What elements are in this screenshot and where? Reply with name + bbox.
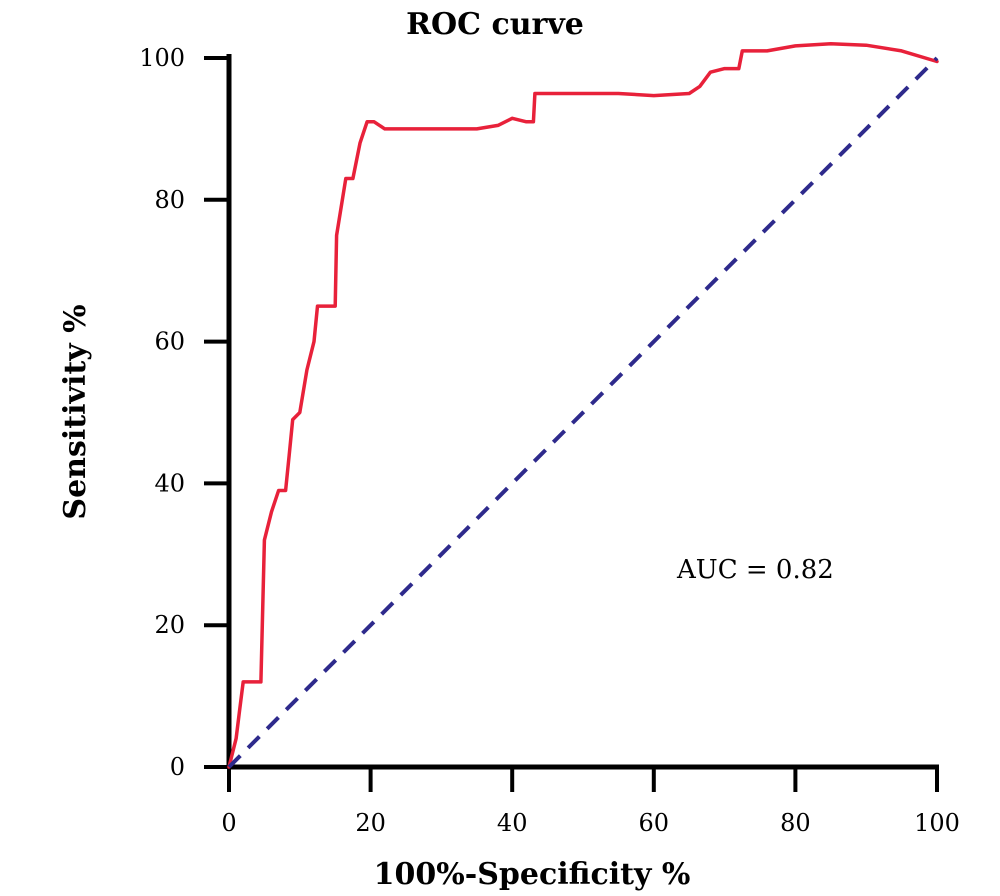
x-axis-label: 100%-Specificity % (374, 857, 691, 892)
plot-area: 0 20 40 60 80 100 0 20 40 60 80 100 (139, 42, 960, 837)
x-tick-label: 60 (639, 809, 670, 837)
x-tick-label: 100 (914, 809, 960, 837)
y-tick-label: 40 (154, 469, 185, 497)
x-tick-label: 20 (355, 809, 386, 837)
y-axis-label: Sensitivity % (58, 304, 93, 519)
x-tick-label: 80 (780, 809, 811, 837)
roc-curve-line (227, 42, 939, 769)
y-tick-label: 80 (154, 186, 185, 214)
y-tick-label: 100 (139, 44, 185, 72)
x-tick-label: 40 (497, 809, 528, 837)
x-tick-label: 0 (221, 809, 236, 837)
reference-diagonal-line (227, 56, 939, 769)
y-tick-label: 0 (170, 753, 185, 781)
chart-title: ROC curve (406, 7, 584, 42)
y-tick-label: 20 (154, 611, 185, 639)
auc-annotation: AUC = 0.82 (676, 555, 834, 585)
y-tick-label: 60 (154, 328, 185, 356)
